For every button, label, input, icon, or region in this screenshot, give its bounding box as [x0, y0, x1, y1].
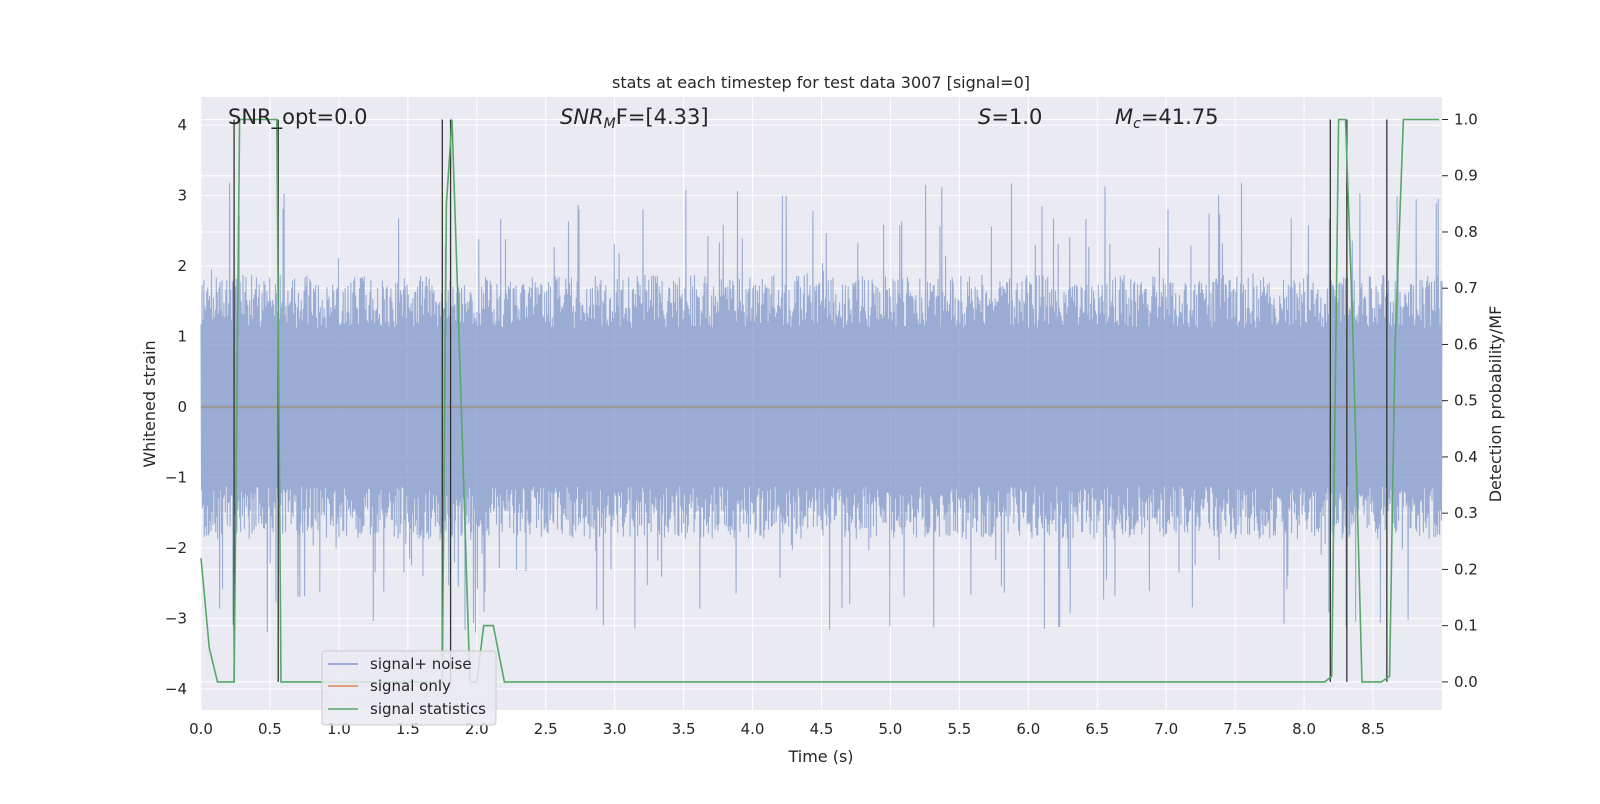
y2-tick-label: 0.8 — [1454, 223, 1478, 241]
x-tick-label: 5.5 — [947, 720, 971, 738]
series-signal-statistics — [200, 118, 1440, 683]
x-tick-label: 2.5 — [534, 720, 558, 738]
x-tick-label: 5.0 — [879, 720, 903, 738]
y2-tick-label: 0.3 — [1454, 504, 1478, 522]
series-signal-noise — [200, 182, 1443, 633]
x-axis-label: Time (s) — [787, 747, 853, 766]
x-tick-label: 8.5 — [1361, 720, 1385, 738]
y2-tick-label: 0.1 — [1454, 617, 1478, 635]
x-tick-label: 0.0 — [189, 720, 213, 738]
y-tick-label: 4 — [177, 116, 187, 134]
y2-tick-label: 0.9 — [1454, 167, 1478, 185]
y-tick-label: 1 — [177, 328, 187, 346]
annotation-s: S=1.0 — [978, 105, 1042, 129]
x-tick-label: 8.0 — [1292, 720, 1316, 738]
annotation-mc-main: M — [1115, 105, 1133, 129]
x-tick-label: 4.0 — [741, 720, 765, 738]
annotation-s-tail: =1.0 — [991, 105, 1042, 129]
x-tick-label: 4.5 — [810, 720, 834, 738]
y-tick-label: 2 — [177, 257, 187, 275]
y2-tick-label: 1.0 — [1454, 110, 1478, 128]
x-tick-label: 6.5 — [1085, 720, 1109, 738]
x-tick-label: 7.0 — [1154, 720, 1178, 738]
y2-tick-label: 0.7 — [1454, 279, 1478, 297]
y-tick-label: 3 — [177, 187, 187, 205]
annotation-snr-mf: SNRMF=[4.33] — [560, 105, 709, 132]
chart-title: stats at each timestep for test data 300… — [612, 73, 1030, 92]
noise-trace — [200, 182, 1443, 633]
legend: signal+ noise signal only signal statist… — [321, 650, 497, 726]
axis-ticks: 0.0 0.5 1.0 1.5 2.0 2.5 3.0 3.5 4.0 4.5 5.0 5.5 6.0 6… — [165, 110, 1478, 738]
y2-axis-label: Detection probability/MF — [1486, 306, 1505, 503]
x-tick-label: 3.0 — [603, 720, 627, 738]
y-tick-label: 0 — [177, 398, 187, 416]
annotation-mc-sub: c — [1133, 116, 1141, 132]
y-tick-label: −4 — [165, 680, 187, 698]
y2-tick-label: 0.4 — [1454, 448, 1478, 466]
annotation-s-main: S — [978, 105, 991, 129]
statistics-line — [200, 118, 1440, 683]
annotation-snr-mf-tail: F=[4.33] — [616, 105, 709, 129]
x-tick-label: 6.0 — [1016, 720, 1040, 738]
legend-label-signal-statistics: signal statistics — [370, 700, 486, 718]
legend-label-signal-only: signal only — [370, 677, 451, 695]
y2-tick-label: 0.6 — [1454, 335, 1478, 353]
annotation-snr-mf-main: SNR — [560, 105, 604, 129]
x-tick-label: 3.5 — [672, 720, 696, 738]
x-tick-label: 0.5 — [258, 720, 282, 738]
annotation-mc-tail: =41.75 — [1141, 105, 1219, 129]
annotation-mc: Mc=41.75 — [1115, 105, 1219, 132]
y2-tick-label: 0.0 — [1454, 673, 1478, 691]
y-tick-label: −1 — [165, 468, 187, 486]
x-tick-label: 7.5 — [1223, 720, 1247, 738]
annotation-snr-opt: SNR_opt=0.0 — [228, 105, 368, 130]
y2-tick-label: 0.5 — [1454, 392, 1478, 410]
legend-label-signal-noise: signal+ noise — [370, 655, 472, 673]
y-tick-label: −2 — [165, 539, 187, 557]
legend-box — [321, 650, 497, 726]
y-axis-label: Whitened strain — [140, 340, 159, 467]
annotation-snr-mf-sub: M — [604, 116, 616, 132]
y2-tick-label: 0.2 — [1454, 560, 1478, 578]
y-tick-label: −3 — [165, 609, 187, 627]
